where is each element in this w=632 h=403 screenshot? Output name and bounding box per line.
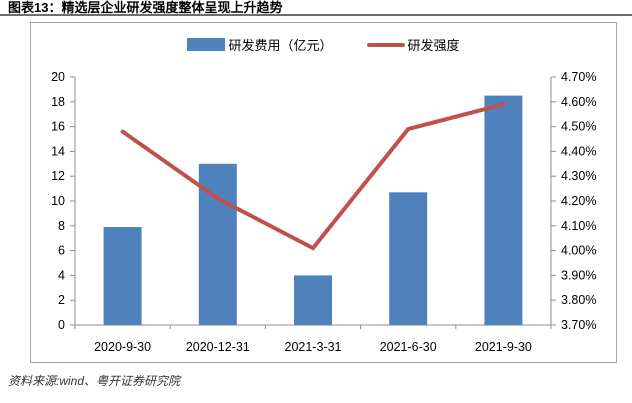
line-series-label: 研发强度: [407, 38, 460, 53]
x-axis-category-label: 2021-3-31: [285, 340, 342, 354]
chart-panel: 0 2 4 6 8 10 12 14 16 18 20 3.70% 3.80% 3.90% 4.00% 4.1…: [30, 22, 617, 363]
left-axis-tick-label: 2: [58, 293, 65, 307]
x-axis-category-label: 2021-6-30: [380, 340, 437, 354]
left-axis-tick-label: 8: [58, 219, 65, 233]
left-axis-tick-label: 20: [51, 70, 65, 84]
left-axis-tick-label: 16: [51, 120, 65, 134]
left-axis-tick-label: 18: [51, 95, 65, 109]
bar-2020-9-30: [103, 227, 142, 325]
right-axis-tick-label: 4.00%: [561, 244, 596, 258]
left-axis-tick-label: 4: [58, 268, 65, 282]
right-axis-tick-label: 3.80%: [561, 293, 596, 307]
right-axis-tick-label: 4.20%: [561, 194, 596, 208]
legend-item-bar-series: 研发费用（亿元）: [187, 35, 333, 54]
right-axis-tick-label: 4.10%: [561, 219, 596, 233]
right-axis-tick-label: 4.30%: [561, 169, 596, 183]
left-axis-tick-label: 0: [58, 318, 65, 332]
x-axis-category-label: 2020-12-31: [186, 340, 250, 354]
right-axis-tick-label: 3.70%: [561, 318, 596, 332]
left-axis-tick-label: 10: [51, 194, 65, 208]
left-axis-tick-label: 12: [51, 169, 65, 183]
chart-legend: 研发费用（亿元） 研发强度: [31, 35, 616, 54]
x-axis-category-label: 2020-9-30: [94, 340, 151, 354]
right-axis-tick-label: 3.90%: [561, 268, 596, 282]
right-axis-tick-label: 4.70%: [561, 70, 596, 84]
bar-series-swatch: [187, 38, 226, 51]
left-axis-tick-label: 6: [58, 244, 65, 258]
left-axis-tick-label: 14: [51, 144, 65, 158]
bar-2021-9-30: [484, 95, 523, 325]
source-note: 资料来源:wind、粤开证券研究院: [8, 374, 181, 388]
line-series-path: [120, 102, 506, 251]
chart-plot: 0 2 4 6 8 10 12 14 16 18 20 3.70% 3.80% 3.90% 4.00% 4.1…: [51, 70, 596, 354]
figure-title: 图表13：精选层企业研发强度整体呈现上升趋势: [0, 0, 632, 16]
bar-2021-3-31: [294, 275, 332, 325]
bar-2021-6-30: [389, 192, 428, 325]
line-series-swatch: [366, 42, 405, 47]
legend-item-line-series: 研发强度: [366, 35, 460, 54]
bar-series-label: 研发费用（亿元）: [228, 38, 333, 53]
right-axis-tick-label: 4.60%: [561, 95, 596, 109]
x-axis-category-label: 2021-9-30: [475, 340, 532, 354]
right-axis-tick-label: 4.50%: [561, 120, 596, 134]
right-axis-tick-label: 4.40%: [561, 144, 596, 158]
